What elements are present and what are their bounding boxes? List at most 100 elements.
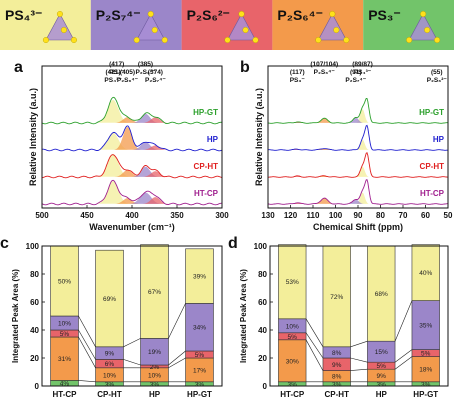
fit-peak-area <box>355 192 370 204</box>
series-label: CP-HT <box>194 162 219 171</box>
segment-value-label: 5% <box>60 331 70 338</box>
y-axis-label: Relative Intensity (a.u.) <box>28 88 38 186</box>
sulfur-atom <box>242 27 249 34</box>
segment-value-label: 10% <box>58 321 71 328</box>
sulfur-atom <box>424 27 431 34</box>
x-tick-label: 50 <box>444 211 453 220</box>
fit-peak-area <box>141 117 169 123</box>
sulfur-atom <box>238 10 245 17</box>
segment-value-label: 3% <box>288 381 298 388</box>
segment-connector <box>394 349 413 363</box>
bar-segment <box>278 244 307 320</box>
sulfur-atom <box>315 37 322 44</box>
segment-value-label: 34% <box>193 325 206 332</box>
series-label: CP-HT <box>420 162 445 171</box>
sulfur-atom <box>343 37 350 44</box>
x-axis-label: Chemical Shift (ppm) <box>313 222 403 232</box>
x-tick-label: 110 <box>307 211 320 220</box>
molecule-shape <box>45 13 75 41</box>
peak-species-label: P₂S₆²⁻ <box>427 77 448 84</box>
banner-label: PS₃⁻ <box>368 7 401 23</box>
sulfur-atom <box>420 10 427 17</box>
x-tick-label: 60 <box>421 211 430 220</box>
peak-species-label: P₂S₇⁴⁻ <box>145 77 166 84</box>
sulfur-atom <box>151 27 158 34</box>
molecule-shape <box>408 13 438 41</box>
segment-value-label: 17% <box>193 367 206 374</box>
fit-peak-area <box>114 127 141 150</box>
y-tick-label: 40 <box>30 326 39 335</box>
bar-segment <box>411 244 440 301</box>
fit-peak-area <box>141 145 169 150</box>
fit-peak-area <box>355 109 370 123</box>
segment-connector <box>305 318 324 347</box>
fit-peak-area <box>114 198 141 204</box>
sulfur-atom <box>406 37 413 44</box>
spectrum-trace <box>267 124 449 151</box>
peak-position-label: (421) <box>106 69 121 76</box>
segment-value-label: 39% <box>193 274 206 281</box>
peak-species-label: PS₄³⁻ <box>354 69 372 76</box>
y-tick-label: 80 <box>30 270 39 279</box>
sulfur-atom <box>224 37 231 44</box>
x-tick-label: 80 <box>376 211 385 220</box>
y-tick-label: 40 <box>258 326 267 335</box>
y-tick-label: 80 <box>258 270 267 279</box>
sulfur-atom <box>133 37 140 44</box>
segment-value-label: 50% <box>58 279 71 286</box>
peak-position-label: (417) <box>109 61 124 68</box>
y-axis-label: Integrated Peak Area (%) <box>11 269 20 363</box>
spectrum-trace <box>41 179 222 206</box>
sulfur-atom <box>329 10 336 17</box>
series-label: HP <box>433 135 445 144</box>
y-tick-label: 0 <box>263 382 268 391</box>
peak-position-label: (405) <box>120 69 135 76</box>
segment-connector <box>168 303 186 339</box>
category-label: HP-GT <box>187 390 212 399</box>
segment-value-label: 9% <box>105 351 115 358</box>
bar-segment <box>367 245 396 342</box>
segment-connector <box>168 350 186 366</box>
plot-frame <box>267 65 449 209</box>
bar-segment <box>185 303 214 352</box>
species-banner: PS₄³⁻ P₂S₇⁴⁻ P₂S₆²⁻ P₂S₆⁴⁻ PS₃⁻ <box>0 0 454 50</box>
spectrum-trace <box>41 154 223 179</box>
series-label: HT-CP <box>420 189 445 198</box>
nmr-peak-area-panel: d3%30%5%10%53%HT-CP3%8%9%8%72%CP-HT3%9%5… <box>228 235 449 399</box>
segment-value-label: 72% <box>330 294 343 301</box>
x-tick-label: 130 <box>261 211 275 220</box>
segment-value-label: 68% <box>375 291 388 298</box>
sulfur-atom <box>333 27 340 34</box>
segment-connector <box>394 300 413 342</box>
y-tick-label: 60 <box>30 298 39 307</box>
fit-peak-area <box>96 154 130 177</box>
x-tick-label: 100 <box>329 211 343 220</box>
peak-position-label: (374) <box>148 69 163 76</box>
x-tick-label: 350 <box>170 211 184 220</box>
segment-value-label: 35% <box>419 323 432 330</box>
x-tick-label: 70 <box>399 211 408 220</box>
peak-position-label: (385) <box>138 61 153 68</box>
segment-connector <box>350 357 368 363</box>
segment-connector <box>78 329 96 360</box>
segment-value-label: 4% <box>60 381 70 388</box>
segment-value-label: 53% <box>286 279 299 286</box>
sulfur-atom <box>56 10 63 17</box>
segment-connector <box>123 338 141 348</box>
y-tick-label: 100 <box>26 242 40 251</box>
segment-connector <box>168 357 186 369</box>
segment-connector <box>78 336 96 368</box>
bar-segment <box>185 248 214 304</box>
bar-segment <box>278 339 307 383</box>
spectrum-trace <box>267 97 448 124</box>
sulfur-atom <box>70 37 77 44</box>
banner-label: PS₄³⁻ <box>5 7 42 23</box>
peak-species-label: P₂S₆⁴⁻ <box>117 77 139 84</box>
x-tick-label: 90 <box>354 211 363 220</box>
x-tick-label: 400 <box>125 211 139 220</box>
segment-value-label: 10% <box>148 372 161 379</box>
segment-value-label: 6% <box>105 361 115 368</box>
segment-connector <box>78 315 96 347</box>
bar-segment <box>50 336 79 381</box>
